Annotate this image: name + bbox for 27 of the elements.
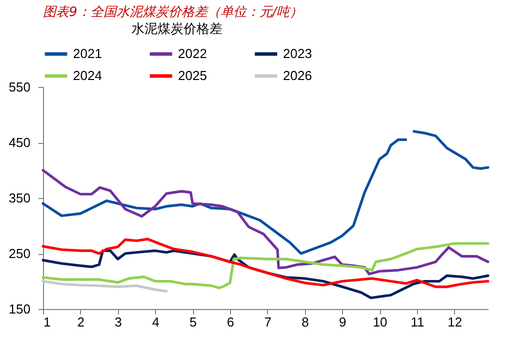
x-tick-label: 11: [410, 314, 424, 330]
legend-label: 2022: [178, 46, 207, 61]
y-tick-label: 150: [8, 302, 30, 316]
legend-label: 2026: [283, 68, 312, 83]
x-tick-label: 3: [114, 314, 122, 330]
x-tick-label: 5: [189, 314, 197, 330]
x-tick-label: 4: [152, 314, 160, 330]
y-tick-label: 250: [8, 246, 30, 261]
legend-label: 2025: [178, 68, 207, 83]
y-tick-label: 550: [8, 80, 30, 94]
x-tick-label: 8: [302, 314, 309, 330]
x-tick-label: 6: [226, 314, 234, 330]
x-tick-label: 1: [44, 314, 51, 330]
legend-label: 2023: [283, 46, 312, 61]
line-series: [42, 168, 490, 276]
x-tick-label: 7: [264, 314, 272, 330]
chart-title: 图表9：全国水泥煤炭价格差（单位：元/吨）: [43, 5, 303, 20]
legend-title: 水泥煤炭价格差: [132, 22, 222, 37]
y-tick-label: 350: [8, 190, 30, 206]
x-tick-label: 9: [339, 314, 346, 330]
legend-label: 2024: [73, 68, 102, 83]
line-series: [42, 280, 168, 293]
legend-label: 2021: [73, 46, 102, 61]
x-tick-label: 10: [372, 314, 388, 330]
y-tick-label: 450: [8, 135, 30, 150]
x-tick-label: 12: [448, 314, 462, 330]
x-tick-label: 2: [77, 314, 85, 330]
